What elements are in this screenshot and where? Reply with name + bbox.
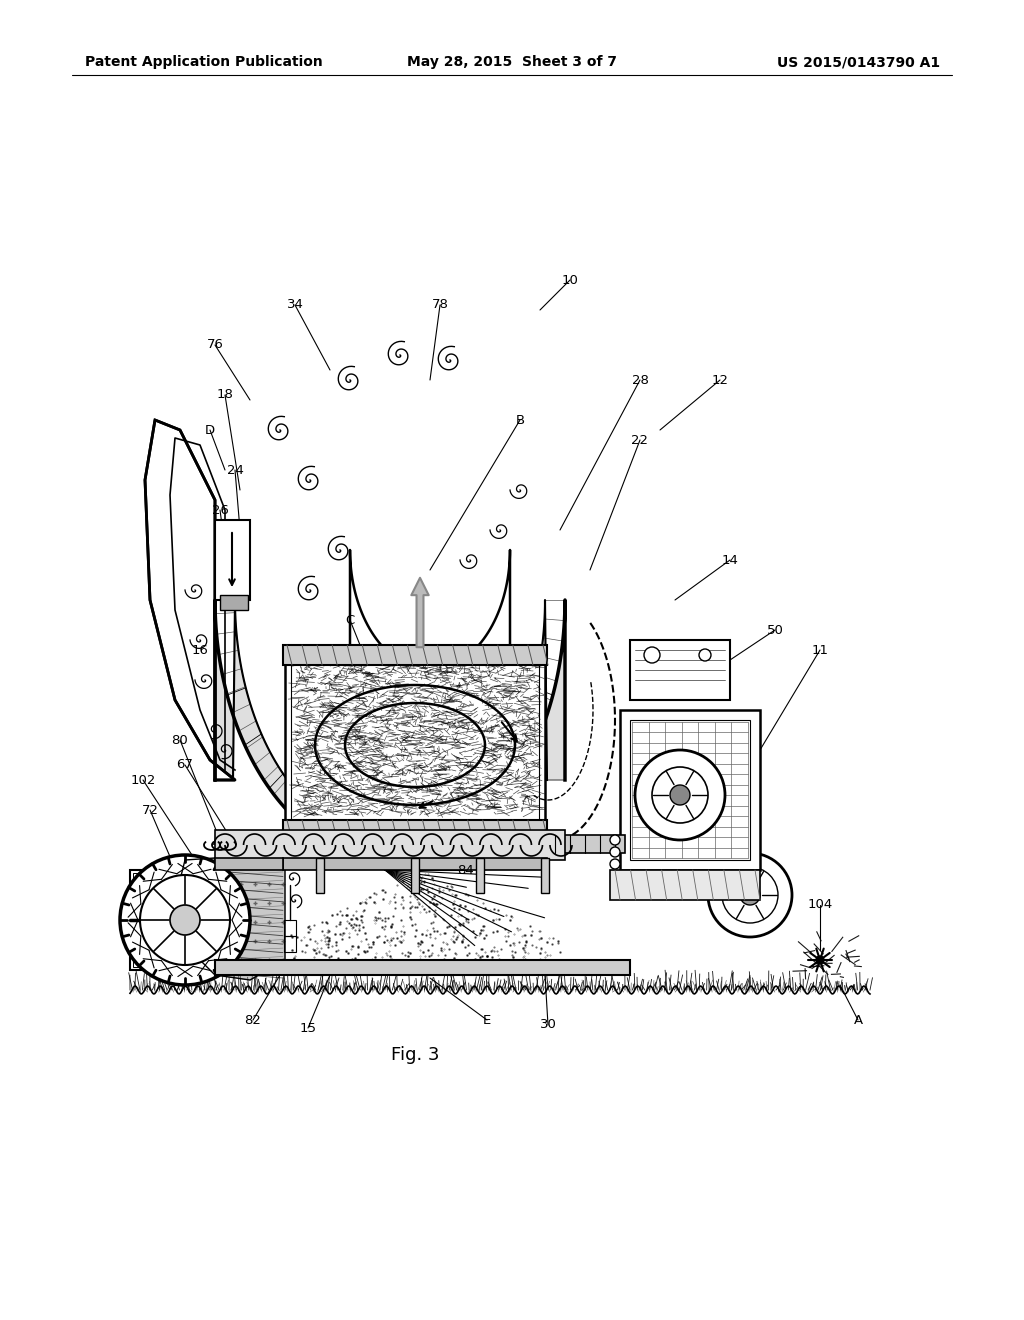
Polygon shape: [215, 601, 565, 859]
Text: US 2015/0143790 A1: US 2015/0143790 A1: [777, 55, 940, 69]
Circle shape: [708, 853, 792, 937]
Text: 26: 26: [212, 503, 228, 516]
Text: 12: 12: [712, 374, 728, 387]
Text: B: B: [515, 413, 524, 426]
Text: 18: 18: [216, 388, 233, 401]
Bar: [283, 858, 547, 870]
Circle shape: [170, 906, 200, 935]
Bar: [610, 870, 760, 900]
Circle shape: [644, 647, 660, 663]
Circle shape: [670, 785, 690, 805]
Polygon shape: [145, 420, 234, 780]
Text: May 28, 2015  Sheet 3 of 7: May 28, 2015 Sheet 3 of 7: [407, 55, 617, 69]
Circle shape: [120, 855, 250, 985]
Text: 67: 67: [176, 759, 194, 771]
Bar: [215, 830, 565, 861]
Bar: [291, 656, 539, 824]
Bar: [215, 960, 630, 975]
Bar: [283, 645, 547, 665]
Bar: [476, 858, 484, 894]
Circle shape: [610, 859, 620, 869]
Bar: [285, 649, 545, 830]
Text: 15: 15: [299, 1022, 316, 1035]
Bar: [215, 858, 283, 870]
Bar: [541, 858, 549, 894]
Circle shape: [140, 875, 230, 965]
Circle shape: [635, 750, 725, 840]
Circle shape: [610, 836, 620, 845]
Text: 24: 24: [226, 463, 244, 477]
Bar: [620, 710, 760, 870]
Text: C: C: [345, 614, 354, 627]
Text: 102: 102: [130, 774, 156, 787]
Bar: [545, 836, 625, 853]
Bar: [133, 873, 177, 968]
Bar: [630, 640, 730, 700]
Text: D: D: [205, 424, 215, 437]
Text: A: A: [853, 1014, 862, 1027]
Bar: [411, 858, 419, 894]
Bar: [284, 936, 296, 952]
Circle shape: [610, 847, 620, 857]
Polygon shape: [175, 858, 285, 979]
Circle shape: [652, 767, 708, 822]
Text: 30: 30: [540, 1019, 556, 1031]
Bar: [630, 719, 750, 861]
Bar: [284, 920, 296, 936]
Text: 11: 11: [811, 644, 828, 656]
Text: 14: 14: [722, 553, 738, 566]
Text: 82: 82: [245, 1014, 261, 1027]
Text: 76: 76: [207, 338, 223, 351]
Circle shape: [816, 956, 824, 964]
Text: 16: 16: [191, 644, 209, 656]
Circle shape: [699, 649, 711, 661]
Text: 22: 22: [632, 433, 648, 446]
Bar: [283, 820, 547, 840]
Text: E: E: [483, 1014, 492, 1027]
Text: 78: 78: [431, 298, 449, 312]
Text: 104: 104: [807, 899, 833, 912]
Bar: [215, 520, 250, 601]
Circle shape: [740, 884, 760, 906]
Text: 34: 34: [287, 298, 303, 312]
Text: Patent Application Publication: Patent Application Publication: [85, 55, 323, 69]
Bar: [130, 870, 180, 970]
Text: 28: 28: [632, 374, 648, 387]
Text: 72: 72: [141, 804, 159, 817]
Text: 84: 84: [457, 863, 473, 876]
Text: 10: 10: [561, 273, 579, 286]
Text: Fig. 3: Fig. 3: [391, 1045, 439, 1064]
Text: 80: 80: [172, 734, 188, 747]
Bar: [220, 595, 248, 610]
Bar: [316, 858, 324, 894]
Text: 50: 50: [767, 623, 783, 636]
